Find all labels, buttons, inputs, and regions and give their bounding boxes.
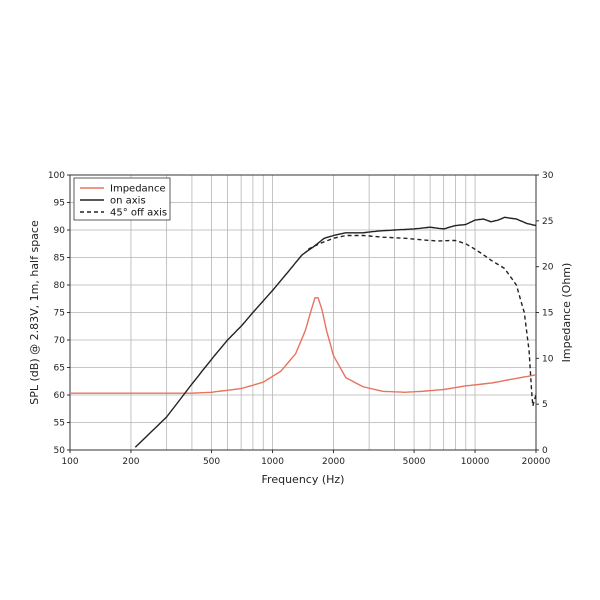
y-right-tick-label: 15	[542, 309, 553, 319]
ticks: 100 200 500 1000 2000 5000 10000 20000505560657…	[48, 171, 554, 467]
legend-label: 45° off axis	[110, 208, 167, 219]
legend-label: on axis	[110, 196, 146, 207]
legend-label: Impedance	[110, 184, 166, 195]
series-line-on-axis	[134, 216, 537, 448]
x-tick-label: 10000	[461, 457, 490, 467]
y-left-tick-label: 80	[54, 281, 66, 291]
y-right-tick-label: 0	[542, 446, 548, 456]
y-right-tick-label: 5	[542, 400, 548, 410]
legend-box	[73, 177, 171, 221]
x-tick-label: 5000	[403, 457, 426, 467]
x-axis-label: Frequency (Hz)	[262, 473, 345, 486]
y-axis-label-right: Impedance (Ohm)	[560, 263, 573, 363]
y-axis-label-left: SPL (dB) @ 2.83V, 1m, half space	[28, 220, 41, 405]
y-left-tick-label: 75	[54, 309, 65, 319]
y-right-tick-label: 10	[542, 354, 554, 364]
y-left-tick-label: 100	[48, 171, 65, 181]
y-right-tick-label: 20	[542, 263, 554, 273]
y-left-tick-label: 95	[54, 199, 65, 209]
y-right-tick-label: 25	[542, 217, 553, 227]
x-tick-label: 2000	[322, 457, 345, 467]
y-left-tick-label: 50	[54, 446, 66, 456]
y-right-tick-label: 30	[542, 171, 554, 181]
series-line-impedance	[70, 297, 537, 394]
y-left-tick-label: 60	[54, 391, 66, 401]
y-left-tick-label: 65	[54, 364, 65, 374]
x-tick-label: 200	[122, 457, 139, 467]
y-left-tick-label: 90	[54, 226, 66, 236]
y-left-tick-label: 70	[54, 336, 66, 346]
x-tick-label: 1000	[261, 457, 284, 467]
x-tick-label: 20000	[522, 457, 551, 467]
y-left-tick-label: 85	[54, 254, 65, 264]
y-left-tick-label: 55	[54, 419, 65, 429]
x-tick-label: 100	[61, 457, 78, 467]
x-tick-label: 500	[203, 457, 220, 467]
series-lines	[70, 216, 537, 448]
